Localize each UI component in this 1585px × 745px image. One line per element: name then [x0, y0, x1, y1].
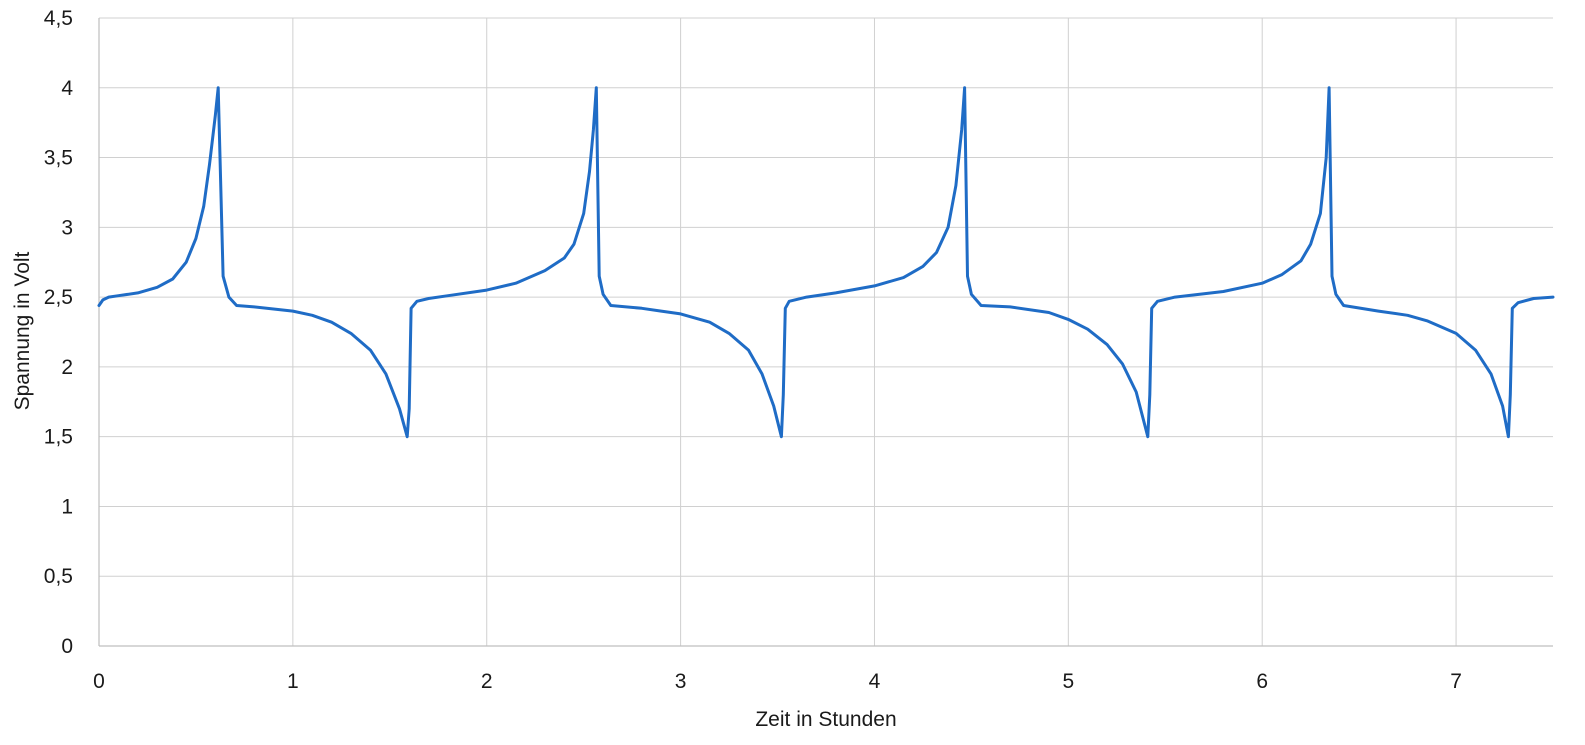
y-tick-label: 2	[61, 356, 73, 379]
y-tick-label: 4,5	[44, 7, 73, 30]
voltage-series-line	[97, 86, 1555, 439]
y-tick-label: 0	[61, 635, 73, 658]
x-tick-label: 0	[93, 670, 105, 693]
grid	[99, 17, 1553, 646]
y-axis-title: Spannung in Volt	[11, 251, 34, 410]
x-axis-title: Zeit in Stunden	[755, 708, 896, 731]
x-tick-label: 5	[1062, 670, 1074, 693]
x-tick-label: 7	[1450, 670, 1462, 693]
x-tick-label: 4	[869, 670, 881, 693]
y-tick-labels: 0 0,5 1 1,5 2 2,5 3 3,5 4 4,5	[44, 7, 74, 658]
x-tick-label: 2	[481, 670, 493, 693]
y-tick-label: 0,5	[44, 565, 73, 588]
y-tick-label: 4	[61, 77, 73, 100]
series-layer	[97, 86, 1555, 439]
y-tick-label: 3	[61, 216, 73, 239]
y-tick-label: 2,5	[44, 286, 73, 309]
y-tick-label: 3,5	[44, 147, 73, 170]
x-tick-label: 1	[287, 670, 299, 693]
axes	[98, 18, 1553, 647]
y-tick-label: 1	[61, 495, 73, 518]
x-tick-label: 6	[1256, 670, 1268, 693]
x-tick-labels: 0 1 2 3 4 5 6 7	[93, 670, 1462, 693]
y-tick-label: 1,5	[44, 426, 73, 449]
x-tick-label: 3	[675, 670, 687, 693]
